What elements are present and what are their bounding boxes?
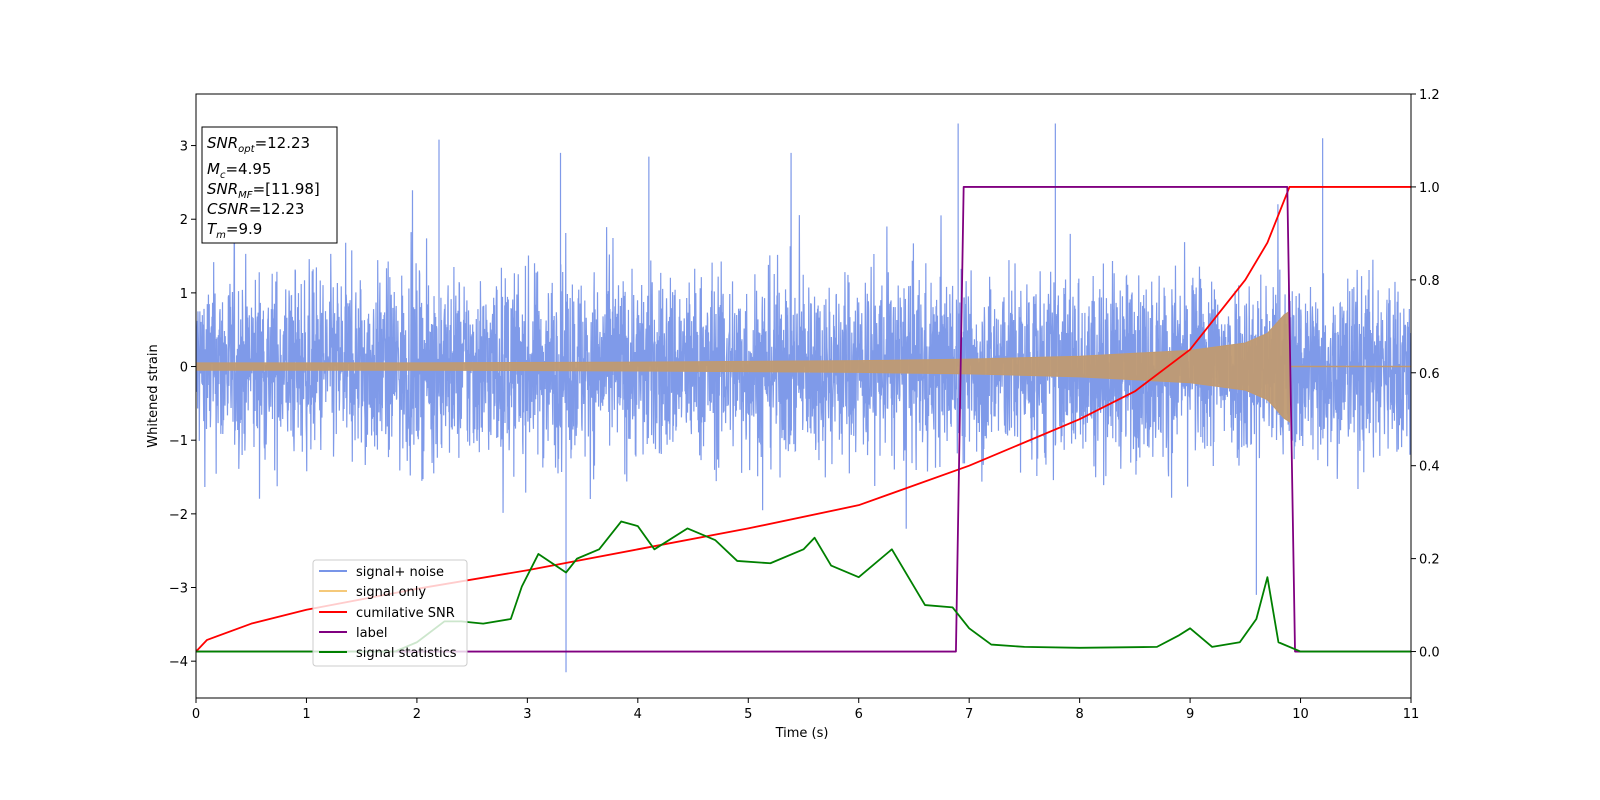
series-signal-only xyxy=(196,310,1290,423)
x-tick-label: 8 xyxy=(1075,707,1083,722)
x-tick-label: 3 xyxy=(523,707,531,722)
x-tick-label: 6 xyxy=(855,707,863,722)
legend-item-signal-statistics: signal statistics xyxy=(319,646,457,661)
x-tick-label: 9 xyxy=(1186,707,1194,722)
info-tm: Tm=9.9 xyxy=(207,220,262,241)
legend: signal+ noise signal only cumilative SNR… xyxy=(312,559,468,667)
legend-label-label: label xyxy=(356,626,387,641)
x-axis: 0 1 2 3 4 5 6 7 8 9 10 11 xyxy=(192,698,1419,722)
y-tick-label: 0 xyxy=(180,361,188,376)
x-tick-label: 1 xyxy=(302,707,310,722)
y-tick-label: −4 xyxy=(169,655,188,670)
y2-tick-label: 0.4 xyxy=(1419,460,1440,475)
y2-tick-label: 1.0 xyxy=(1419,181,1440,196)
y2-tick-label: 0.8 xyxy=(1419,274,1440,289)
x-axis-title: Time (s) xyxy=(775,726,829,741)
x-tick-label: 10 xyxy=(1292,707,1309,722)
info-box-frame xyxy=(201,126,338,244)
y-axis-right: 1.2 1.0 0.8 0.6 0.4 0.2 0.0 xyxy=(1411,88,1440,661)
y2-tick-label: 0.0 xyxy=(1419,646,1440,661)
x-tick-label: 4 xyxy=(634,707,642,722)
info-box: SNRopt=12.23 Mc=4.95 SNRMF=[11.98] CSNR=… xyxy=(201,126,338,244)
series-layer xyxy=(196,123,1411,673)
legend-item-cumulative-snr: cumilative SNR xyxy=(319,606,455,621)
legend-item-label: label xyxy=(319,626,387,641)
y-tick-label: 1 xyxy=(180,287,188,302)
legend-label-signal-noise: signal+ noise xyxy=(356,565,444,580)
legend-item-signal-noise: signal+ noise xyxy=(319,565,444,580)
x-tick-label: 11 xyxy=(1403,707,1420,722)
y2-tick-label: 0.2 xyxy=(1419,553,1440,568)
x-tick-label: 0 xyxy=(192,707,200,722)
y-tick-label: −1 xyxy=(169,434,188,449)
y-axis-left: 3 2 1 0 −1 −2 −3 −4 xyxy=(169,140,196,670)
y-tick-label: 3 xyxy=(180,140,188,155)
info-snr-opt: SNRopt=12.23 xyxy=(207,134,310,155)
y-axis-title: Whitened strain xyxy=(146,344,161,447)
y-tick-label: 2 xyxy=(180,213,188,228)
legend-label-signal-statistics: signal statistics xyxy=(356,646,457,661)
series-cumulative-snr xyxy=(196,186,1411,653)
info-mc: Mc=4.95 xyxy=(207,160,271,181)
info-snr-mf: SNRMF=[11.98] xyxy=(207,180,320,201)
y2-tick-label: 1.2 xyxy=(1419,88,1440,103)
x-tick-label: 7 xyxy=(965,707,973,722)
y-tick-label: −3 xyxy=(169,582,188,597)
y2-tick-label: 0.6 xyxy=(1419,367,1440,382)
legend-frame xyxy=(312,559,468,667)
x-tick-label: 2 xyxy=(413,707,421,722)
series-signal-statistics xyxy=(196,520,1411,653)
series-signal-noise xyxy=(196,123,1411,673)
legend-label-cumulative-snr: cumilative SNR xyxy=(356,606,455,621)
x-tick-label: 5 xyxy=(744,707,752,722)
legend-label-signal-only: signal only xyxy=(356,585,426,600)
plot-frame xyxy=(195,93,1412,699)
info-csnr: CSNR=12.23 xyxy=(207,200,304,218)
legend-item-signal-only: signal only xyxy=(319,585,426,600)
y-tick-label: −2 xyxy=(169,508,188,523)
